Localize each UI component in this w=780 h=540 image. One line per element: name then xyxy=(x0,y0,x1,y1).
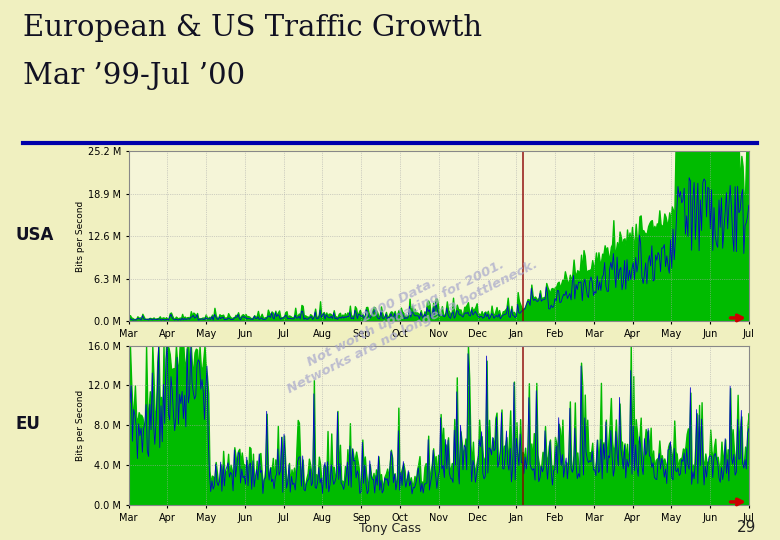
Text: Mar ’99-Jul ’00: Mar ’99-Jul ’00 xyxy=(23,62,246,90)
Text: USA: USA xyxy=(16,226,54,244)
Y-axis label: Bits per Second: Bits per Second xyxy=(76,390,85,461)
Text: European & US Traffic Growth: European & US Traffic Growth xyxy=(23,14,482,42)
Text: 29: 29 xyxy=(737,519,757,535)
Y-axis label: Bits per Second: Bits per Second xyxy=(76,201,85,272)
Text: 2000 Data.
Not worth updating for 2001.
Networks are no longer a bottleneck.: 2000 Data. Not worth updating for 2001. … xyxy=(271,231,540,396)
Text: EU: EU xyxy=(16,415,41,433)
Text: Tony Cass: Tony Cass xyxy=(359,522,421,535)
